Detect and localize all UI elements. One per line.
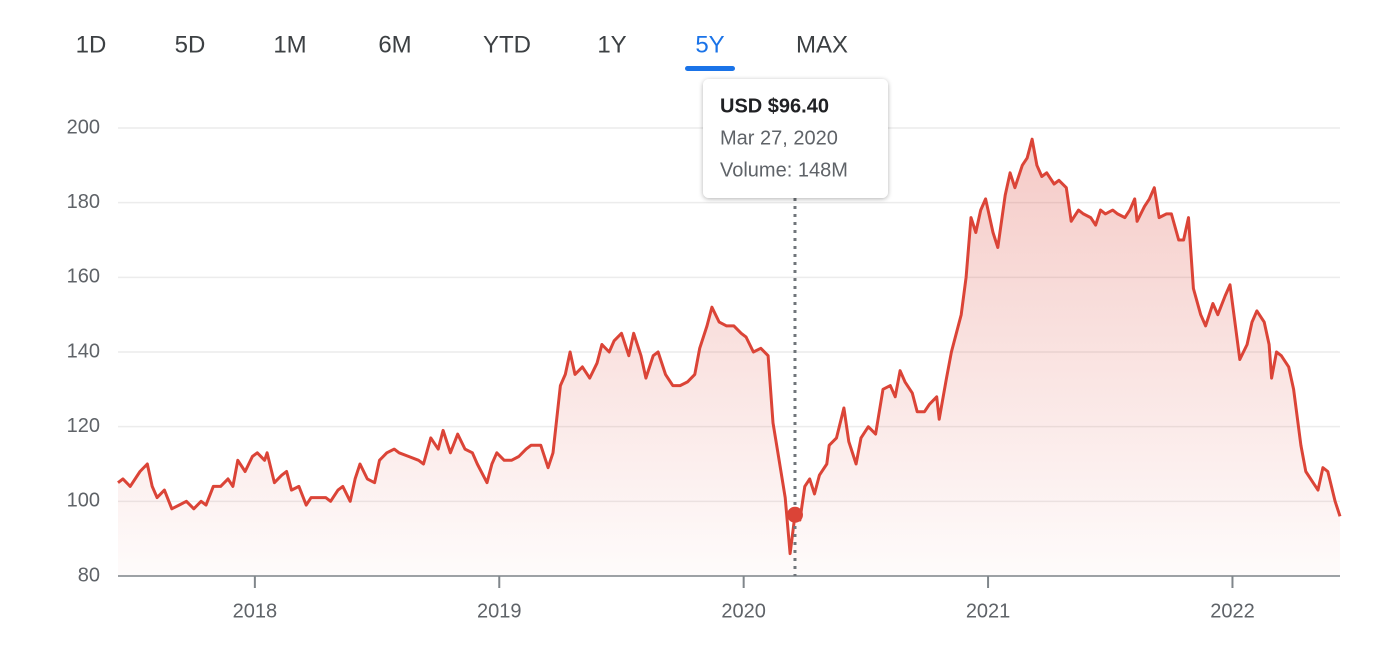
x-tick-label: 2018: [233, 600, 278, 622]
x-tick-label: 2019: [477, 600, 522, 622]
y-tick-label: 80: [78, 564, 100, 586]
range-tab[interactable]: YTD: [483, 31, 531, 58]
y-tick-label: 180: [67, 191, 100, 213]
tooltip-price: USD $96.40: [720, 95, 829, 117]
y-tick-label: 100: [67, 490, 100, 512]
y-tick-label: 140: [67, 340, 100, 362]
range-tab[interactable]: 1M: [273, 31, 306, 58]
range-tab[interactable]: 6M: [378, 31, 411, 58]
hover-point: [786, 506, 803, 523]
range-tabs: 1D 5D 1M 6M YTD 1Y 5Y MAX: [76, 31, 848, 71]
range-tab[interactable]: 5Y: [695, 31, 724, 58]
x-tick-label: 2022: [1210, 600, 1255, 622]
range-tab[interactable]: 5D: [175, 31, 206, 58]
y-tick-label: 120: [67, 415, 100, 437]
tooltip-box: [703, 79, 888, 198]
tooltip-volume: Volume: 148M: [720, 159, 848, 181]
range-tab[interactable]: 1Y: [597, 31, 626, 58]
selected-tab-underline: [685, 66, 735, 71]
range-tab[interactable]: 1D: [76, 31, 107, 58]
y-tick-label: 160: [67, 266, 100, 288]
price-line: [117, 137, 1342, 556]
plot-area: 80 100 120 140 160 180 200 2018 2019 2020 2021 2022: [67, 116, 1342, 622]
y-tick-label: 200: [67, 116, 100, 138]
x-tick-label: 2021: [966, 600, 1011, 622]
tooltip: USD $96.40 Mar 27, 2020 Volume: 148M: [703, 79, 888, 576]
tooltip-date: Mar 27, 2020: [720, 127, 838, 149]
x-tick-label: 2020: [721, 600, 766, 622]
area-fill: [118, 139, 1340, 576]
range-tab[interactable]: MAX: [796, 31, 848, 58]
